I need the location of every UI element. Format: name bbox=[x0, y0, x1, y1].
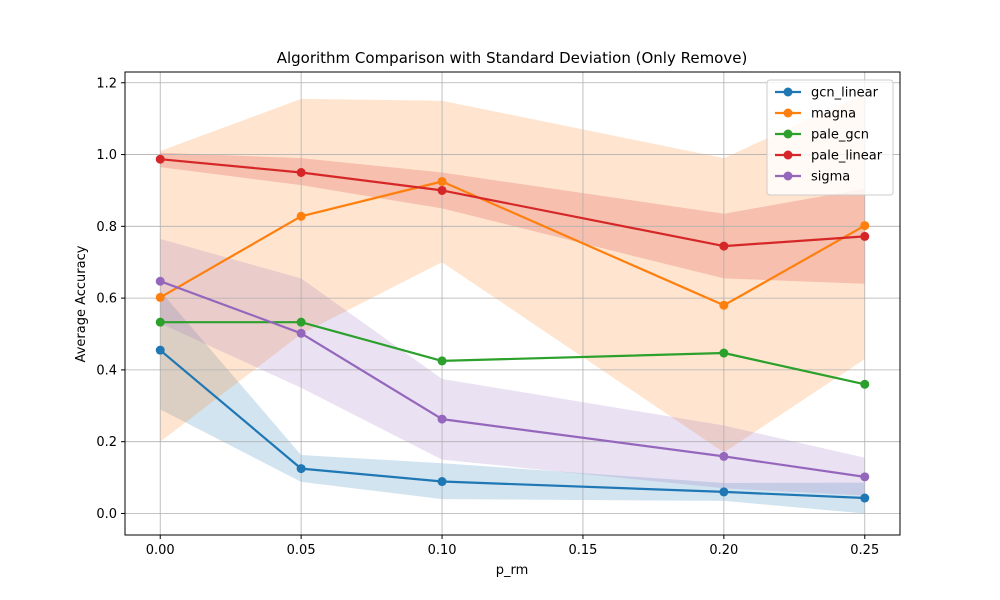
axes: 0.00 0.05 0.10 0.15 0.20 0.25 0.0 0.2 0.4 0.6 0.8 1… bbox=[96, 71, 901, 558]
series-pale-linear bbox=[155, 154, 870, 251]
legend-swatch-marker bbox=[783, 87, 793, 97]
y-tick-label: 0.4 bbox=[96, 363, 117, 378]
series-pale-gcn bbox=[155, 317, 870, 389]
point-gcn-linear bbox=[155, 345, 165, 355]
x-axis-title: p_rm bbox=[496, 563, 529, 578]
x-tick-label: 0.15 bbox=[568, 543, 597, 558]
series-magna bbox=[155, 176, 870, 310]
point-pale-linear bbox=[296, 167, 306, 177]
x-tick-label: 0.25 bbox=[850, 543, 879, 558]
point-gcn-linear bbox=[719, 487, 729, 497]
band-gcn-linear bbox=[160, 290, 865, 514]
legend-label: pale_linear bbox=[811, 149, 883, 164]
legend-item-sigma: sigma bbox=[775, 170, 850, 185]
point-pale-gcn bbox=[296, 317, 306, 327]
std-bands bbox=[160, 93, 865, 514]
x-tick-label: 0.00 bbox=[146, 543, 175, 558]
legend-item-pale-linear: pale_linear bbox=[775, 149, 883, 164]
legend-label: magna bbox=[811, 107, 856, 122]
series-sigma bbox=[155, 276, 870, 482]
point-pale-gcn bbox=[155, 317, 165, 327]
point-gcn-linear bbox=[296, 464, 306, 474]
y-tick-label: 0.8 bbox=[96, 220, 117, 235]
chart-title: Algorithm Comparison with Standard Devia… bbox=[277, 49, 748, 67]
point-pale-gcn bbox=[860, 379, 870, 389]
legend-item-pale-gcn: pale_gcn bbox=[775, 128, 869, 143]
y-axis-title: Average Accuracy bbox=[74, 245, 89, 362]
point-pale-linear bbox=[719, 241, 729, 251]
plot-frame bbox=[124, 71, 901, 536]
legend-label: pale_gcn bbox=[811, 128, 869, 143]
band-magna bbox=[160, 93, 865, 453]
series-gcn-linear bbox=[155, 345, 870, 503]
legend-item-gcn-linear: gcn_linear bbox=[775, 86, 879, 101]
point-pale-linear bbox=[860, 231, 870, 241]
point-sigma bbox=[719, 451, 729, 461]
legend-swatch-marker bbox=[783, 150, 793, 160]
point-pale-gcn bbox=[719, 348, 729, 358]
y-tick-label: 0.0 bbox=[96, 507, 117, 522]
y-tick-label: 0.2 bbox=[96, 435, 117, 450]
y-tick-label: 1.0 bbox=[96, 148, 117, 163]
x-tick-label: 0.05 bbox=[287, 543, 316, 558]
x-tick-label: 0.10 bbox=[428, 543, 457, 558]
point-sigma bbox=[155, 276, 165, 286]
point-magna bbox=[860, 221, 870, 231]
legend-swatch-marker bbox=[783, 171, 793, 181]
legend-swatch-marker bbox=[783, 129, 793, 139]
point-sigma bbox=[296, 328, 306, 338]
legend-item-magna: magna bbox=[775, 107, 856, 122]
legend-box bbox=[766, 79, 894, 196]
series-lines bbox=[155, 154, 870, 503]
x-tick-label: 0.20 bbox=[709, 543, 738, 558]
point-sigma bbox=[437, 414, 447, 424]
legend-label: gcn_linear bbox=[811, 86, 879, 101]
point-magna bbox=[296, 211, 306, 221]
point-gcn-linear bbox=[860, 493, 870, 503]
point-sigma bbox=[860, 472, 870, 482]
y-tick-label: 1.2 bbox=[96, 76, 117, 91]
point-gcn-linear bbox=[437, 477, 447, 487]
point-magna bbox=[155, 292, 165, 302]
point-pale-gcn bbox=[437, 356, 447, 366]
y-tick-label: 0.6 bbox=[96, 292, 117, 307]
point-magna bbox=[719, 300, 729, 310]
band-pale-linear bbox=[160, 152, 865, 284]
point-pale-linear bbox=[155, 154, 165, 164]
point-pale-linear bbox=[437, 185, 447, 195]
point-magna bbox=[437, 176, 447, 186]
legend-swatch-marker bbox=[783, 108, 793, 118]
legend-label: sigma bbox=[811, 170, 850, 185]
band-sigma bbox=[160, 238, 865, 496]
